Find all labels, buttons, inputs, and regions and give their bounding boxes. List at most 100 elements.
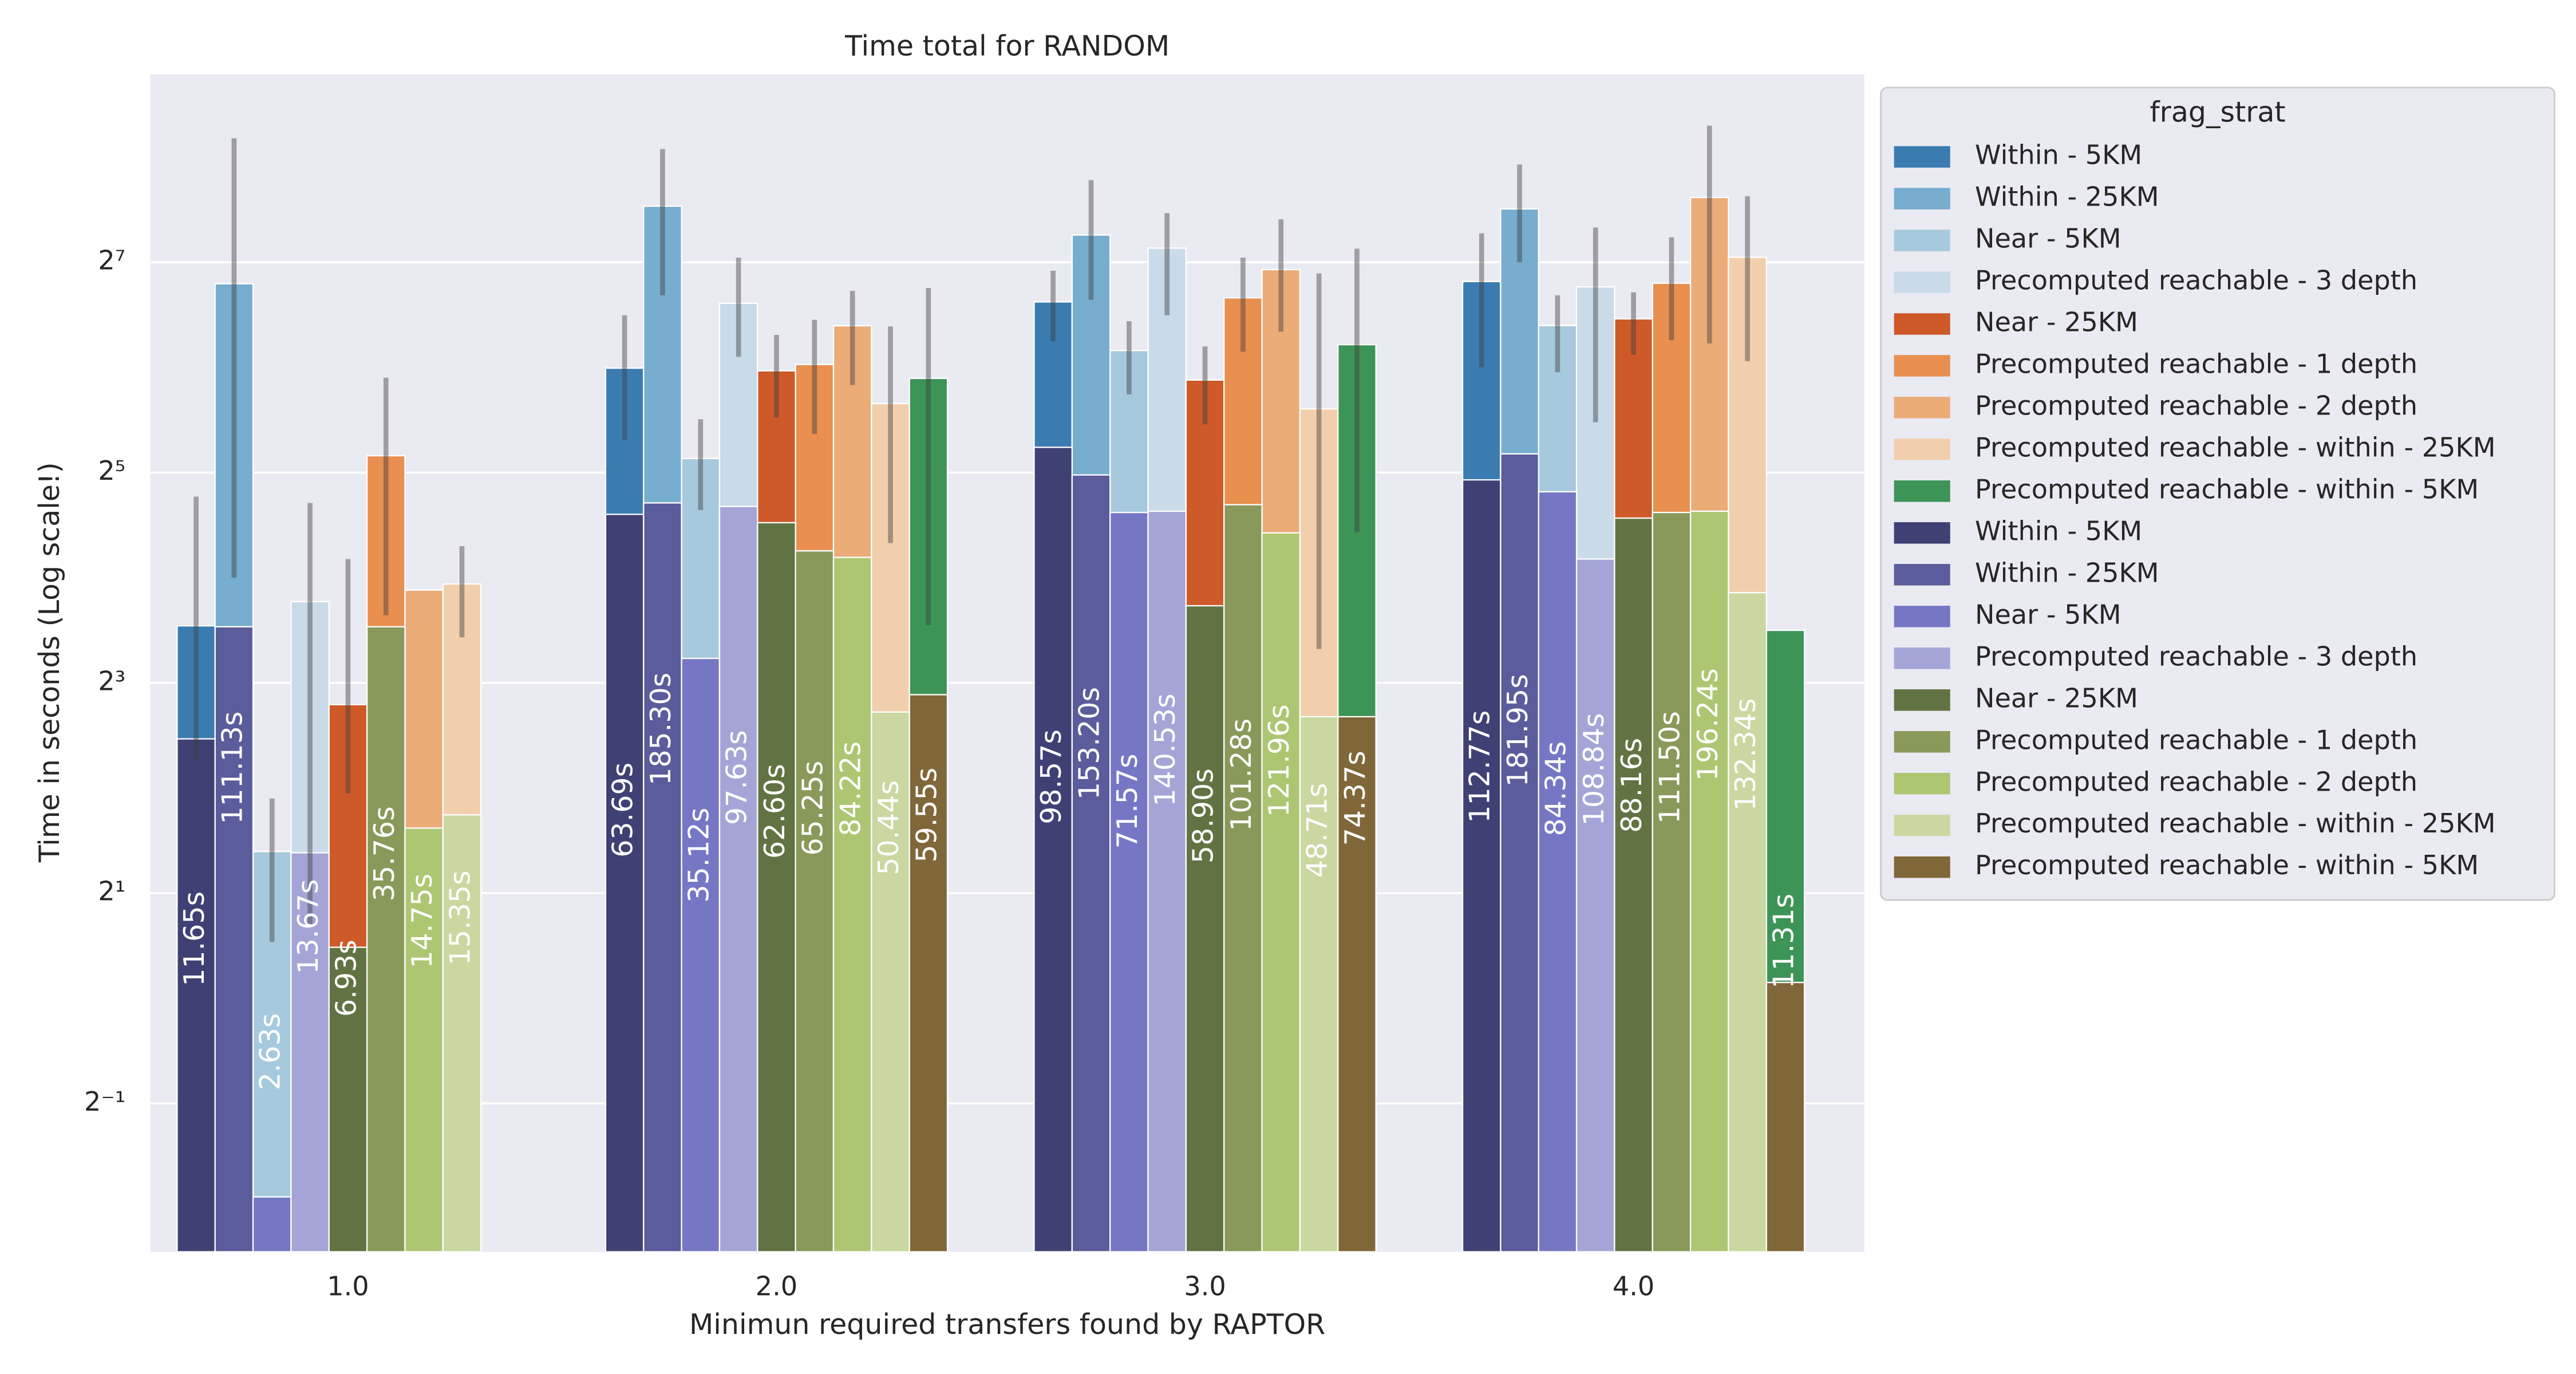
legend-swatch bbox=[1894, 856, 1950, 878]
legend-swatch bbox=[1894, 606, 1950, 627]
legend-label: Precomputed reachable - 3 depth bbox=[1975, 264, 2417, 295]
bar bbox=[1147, 510, 1187, 1253]
value-label: 11.31s bbox=[1767, 894, 1800, 989]
bar bbox=[1071, 474, 1111, 1253]
chart-title: Time total for RANDOM bbox=[844, 29, 1170, 62]
legend-box bbox=[1880, 86, 2555, 901]
bar bbox=[1033, 447, 1073, 1253]
value-label: 111.13s bbox=[215, 712, 248, 824]
value-label: 6.93s bbox=[329, 939, 362, 1017]
bar bbox=[832, 556, 872, 1253]
legend-label: Within - 25KM bbox=[1975, 557, 2159, 588]
value-label: 196.24s bbox=[1691, 668, 1724, 781]
error-bars bbox=[193, 125, 1750, 942]
value-label: 185.30s bbox=[644, 673, 677, 785]
legend-swatch bbox=[1894, 439, 1950, 460]
bar bbox=[1461, 479, 1502, 1253]
value-label: 140.53s bbox=[1148, 693, 1182, 806]
value-label: 11.65s bbox=[177, 891, 211, 986]
legend-label: Near - 25KM bbox=[1975, 306, 2138, 337]
bar bbox=[1652, 511, 1692, 1253]
legend-label: Precomputed reachable - within - 5KM bbox=[1975, 850, 2479, 881]
bar bbox=[1261, 532, 1301, 1253]
legend-swatch bbox=[1894, 271, 1950, 293]
value-label: 132.34s bbox=[1729, 698, 1762, 811]
legend-label: Precomputed reachable - 1 depth bbox=[1975, 724, 2417, 755]
x-axis-label: Minimun required transfers found by RAPT… bbox=[689, 1308, 1325, 1341]
legend-label: Near - 5KM bbox=[1975, 599, 2121, 630]
value-label: 121.96s bbox=[1262, 704, 1295, 817]
bar bbox=[1109, 511, 1149, 1253]
bar bbox=[176, 738, 216, 1253]
legend-swatch bbox=[1894, 564, 1950, 586]
value-label: 35.76s bbox=[368, 806, 401, 901]
value-label: 2.63s bbox=[254, 1013, 287, 1091]
bar bbox=[795, 550, 835, 1253]
value-label: 14.75s bbox=[405, 874, 438, 969]
value-label: 88.16s bbox=[1615, 738, 1648, 833]
legend-label: Within - 25KM bbox=[1975, 181, 2159, 212]
legend-label: Precomputed reachable - within - 25KM bbox=[1975, 432, 2496, 463]
bar bbox=[1575, 558, 1615, 1253]
value-label: 111.50s bbox=[1653, 711, 1686, 824]
bar bbox=[252, 1196, 292, 1253]
y-tick-label: 2⁷ bbox=[98, 245, 125, 276]
y-tick-label: 2⁵ bbox=[98, 455, 125, 486]
x-tick-label: 3.0 bbox=[1184, 1271, 1226, 1302]
value-label: 84.22s bbox=[834, 741, 867, 836]
value-label: 59.55s bbox=[910, 768, 943, 863]
value-label: 58.90s bbox=[1187, 768, 1220, 863]
value-label: 63.69s bbox=[606, 763, 639, 858]
value-label: 181.95s bbox=[1501, 674, 1534, 787]
value-label: 71.57s bbox=[1111, 753, 1144, 848]
legend-swatch bbox=[1894, 522, 1950, 544]
legend-swatch bbox=[1894, 230, 1950, 251]
y-tick-label: 2⁻¹ bbox=[84, 1086, 125, 1117]
legend-label: Precomputed reachable - 2 depth bbox=[1975, 390, 2417, 421]
value-label: 48.71s bbox=[1301, 783, 1334, 878]
bar bbox=[1223, 504, 1263, 1253]
bar bbox=[366, 626, 406, 1253]
bar bbox=[442, 814, 482, 1253]
bar bbox=[718, 506, 758, 1253]
bar bbox=[908, 694, 949, 1253]
value-label: 50.44s bbox=[872, 780, 905, 875]
value-label: 13.67s bbox=[291, 879, 325, 974]
value-labels: 11.65s 63.69s 98.57s 112.77s 111.13s 185.30s 1… bbox=[177, 668, 1800, 1090]
value-label: 108.84s bbox=[1577, 713, 1610, 826]
bar bbox=[1614, 517, 1653, 1253]
legend-swatch bbox=[1894, 689, 1950, 711]
bar bbox=[252, 851, 292, 1253]
y-tick-label: 2³ bbox=[98, 665, 125, 696]
value-label: 101.28s bbox=[1224, 718, 1258, 831]
value-label: 112.77s bbox=[1463, 710, 1496, 823]
legend-swatch bbox=[1894, 647, 1950, 669]
bar bbox=[1185, 605, 1225, 1253]
value-label: 97.63s bbox=[720, 730, 753, 825]
bar bbox=[1299, 716, 1339, 1253]
value-label: 65.25s bbox=[796, 761, 829, 856]
bar bbox=[404, 827, 444, 1253]
bar bbox=[1337, 716, 1377, 1253]
legend-label: Precomputed reachable - 1 depth bbox=[1975, 348, 2417, 379]
legend-swatch bbox=[1894, 188, 1950, 210]
bar bbox=[328, 946, 368, 1253]
legend-title: frag_strat bbox=[2150, 96, 2285, 129]
value-label: 74.37s bbox=[1338, 751, 1372, 846]
value-label: 98.57s bbox=[1034, 729, 1068, 824]
legend: frag_strat Within - 5KM Within - 25KM Near… bbox=[1880, 86, 2555, 901]
bar bbox=[1728, 592, 1767, 1253]
bar bbox=[681, 657, 721, 1253]
x-tick-label: 1.0 bbox=[327, 1271, 369, 1302]
value-label: 153.20s bbox=[1073, 687, 1106, 800]
legend-swatch bbox=[1894, 355, 1950, 377]
x-tick-label: 4.0 bbox=[1613, 1271, 1654, 1302]
legend-swatch bbox=[1894, 773, 1950, 795]
legend-swatch bbox=[1894, 397, 1950, 418]
bar bbox=[1538, 491, 1578, 1253]
legend-label: Precomputed reachable - 3 depth bbox=[1975, 641, 2417, 672]
bar bbox=[1689, 510, 1729, 1253]
bar bbox=[605, 514, 645, 1253]
x-tick-label: 2.0 bbox=[756, 1271, 797, 1302]
